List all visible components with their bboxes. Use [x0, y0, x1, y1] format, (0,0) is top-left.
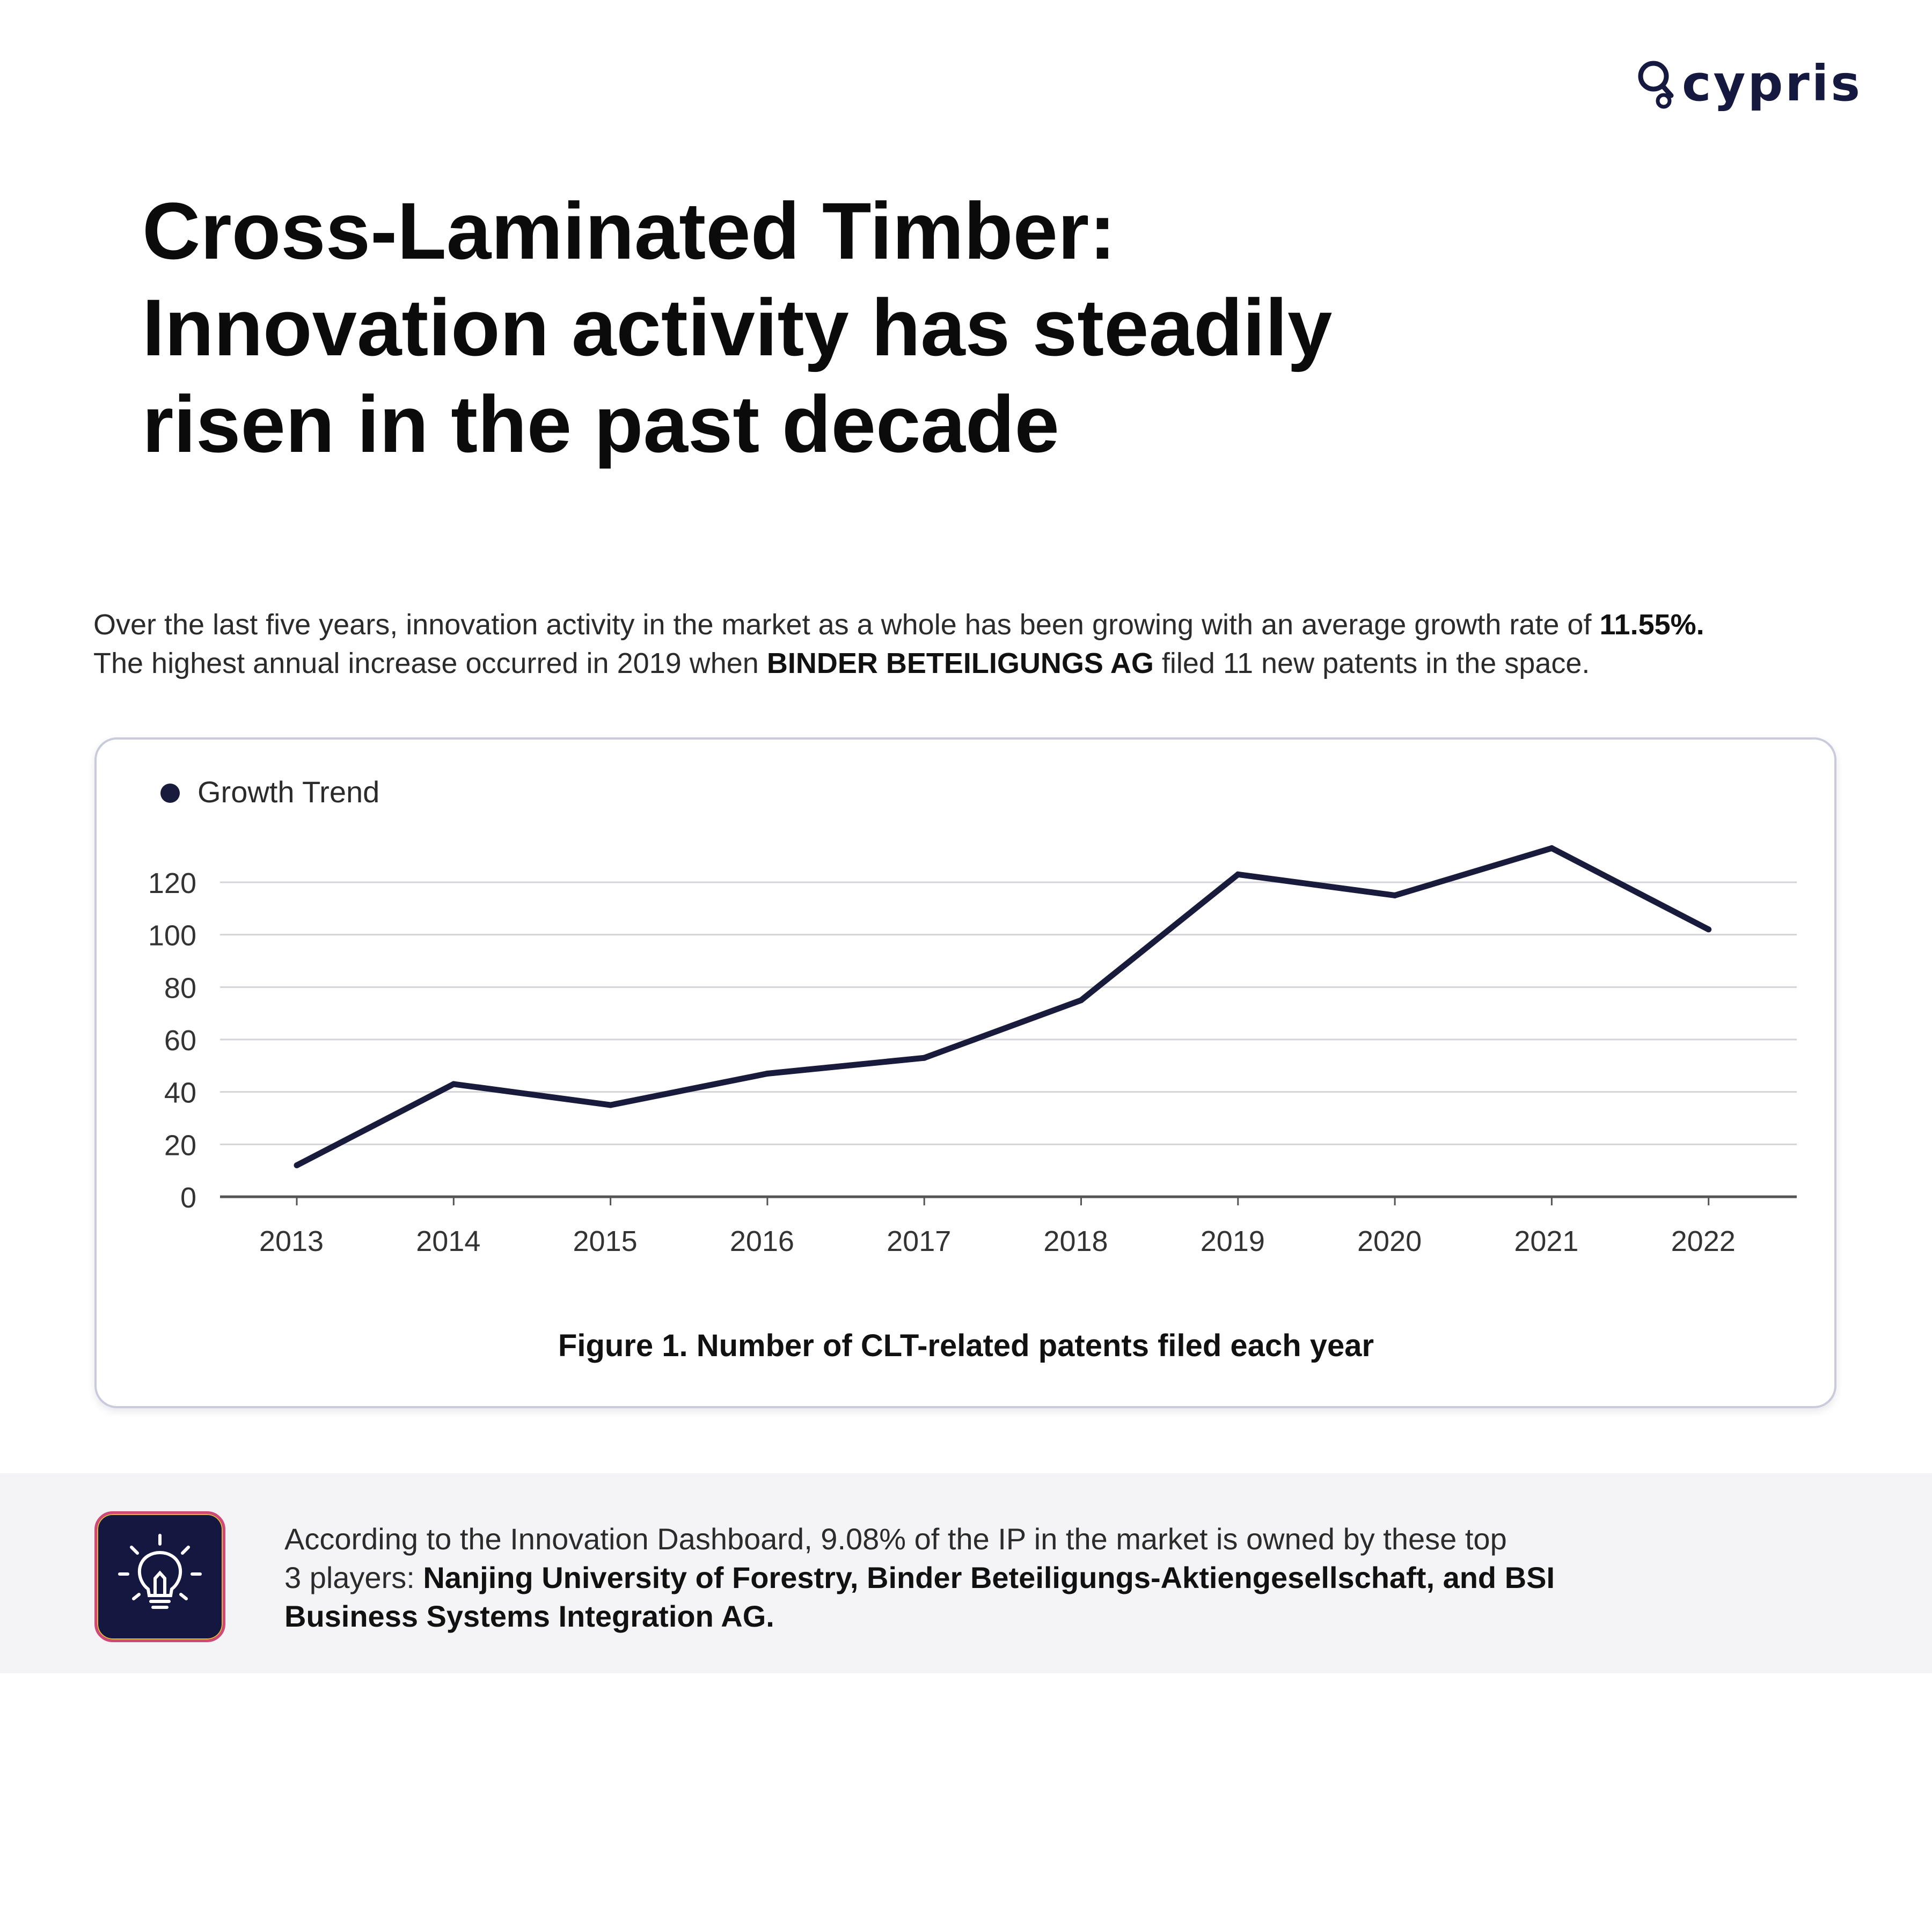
y-tick-label: 40: [164, 1077, 196, 1109]
brand-logo: cypris: [1636, 58, 1862, 109]
growth-rate-value: 11.55%.: [1599, 609, 1704, 641]
y-tick-label: 100: [148, 920, 196, 952]
brand-name: cypris: [1681, 55, 1862, 112]
data-point: [921, 1055, 927, 1061]
y-tick-label: 20: [164, 1129, 196, 1161]
series-line: [295, 845, 1710, 1168]
callout-section: [0, 1473, 1932, 1673]
y-axis-tick-labels: 0 20 40 60 80 100 120: [148, 867, 196, 1214]
chart-title: Figure 1. Number of CLT-related patents …: [558, 1328, 1374, 1363]
x-tick-label: 2016: [730, 1225, 794, 1257]
data-point: [608, 1102, 614, 1108]
data-point: [1392, 892, 1398, 898]
x-tick-label: 2021: [1514, 1225, 1578, 1257]
series-lines: [294, 845, 1712, 1168]
lightbulb-idea-icon: [118, 1534, 202, 1609]
x-tick-label: 2019: [1201, 1225, 1265, 1257]
top-players-list: Nanjing University of Forestry, Binder B…: [423, 1561, 1555, 1594]
title-line-1: Cross-Laminated Timber:: [142, 186, 1116, 276]
y-tick-label: 80: [164, 972, 196, 1004]
intro-paragraph: Over the last five years, innovation act…: [93, 605, 1864, 683]
callout-line-1: According to the Innovation Dashboard, 9…: [284, 1522, 1507, 1556]
data-point: [1078, 997, 1084, 1004]
data-point: [1235, 871, 1241, 877]
callout-line-3: Business Systems Integration AG.: [284, 1597, 1733, 1636]
data-point: [450, 1081, 457, 1087]
page-title: Cross-Laminated Timber: Innovation activ…: [142, 182, 1484, 472]
callout-players-text: 3 players:: [284, 1561, 423, 1594]
callout-line-2: 3 players: Nanjing University of Forestr…: [284, 1558, 1733, 1597]
x-tick-label: 2020: [1357, 1225, 1422, 1257]
intro-line-1: Over the last five years, innovation act…: [93, 605, 1864, 644]
legend-label-growth-trend: Growth Trend: [197, 775, 379, 809]
data-point: [1706, 926, 1712, 933]
x-axis-ticks: [296, 1197, 1710, 1205]
y-tick-label: 120: [148, 867, 196, 899]
callout-text: According to the Innovation Dashboard, 9…: [284, 1520, 1733, 1636]
data-point: [764, 1070, 771, 1077]
intro-increase-text: The highest annual increase occurred in …: [93, 647, 767, 679]
title-line-3: risen in the past decade: [142, 379, 1059, 469]
top-players-list-end: Business Systems Integration AG.: [284, 1599, 774, 1633]
x-axis-tick-labels: 2013 2014 2015 2016 2017 2018 2019 2020 2021 2022: [259, 1225, 1736, 1257]
idea-icon-box: [94, 1511, 225, 1642]
x-tick-label: 2017: [887, 1225, 951, 1257]
intro-line-2: The highest annual increase occurred in …: [93, 644, 1864, 683]
top-filer-name: BINDER BETEILIGUNGS AG: [766, 647, 1154, 679]
intro-patents-text: filed 11 new patents in the space.: [1153, 647, 1590, 679]
intro-growth-text: Over the last five years, innovation act…: [93, 609, 1600, 641]
magnifier-people-icon: [1638, 61, 1674, 109]
x-tick-label: 2014: [416, 1225, 480, 1257]
data-point: [1548, 845, 1555, 852]
data-point: [294, 1162, 300, 1168]
legend: Growth Trend: [160, 775, 379, 809]
gridlines: [220, 881, 1797, 1145]
x-tick-label: 2015: [573, 1225, 638, 1257]
legend-marker-growth-trend: [160, 784, 180, 803]
title-line-2: Innovation activity has steadily: [142, 282, 1333, 372]
y-tick-label: 0: [180, 1182, 196, 1214]
x-tick-label: 2013: [259, 1225, 324, 1257]
x-tick-label: 2022: [1671, 1225, 1736, 1257]
y-tick-label: 60: [164, 1024, 196, 1057]
x-tick-label: 2018: [1043, 1225, 1108, 1257]
